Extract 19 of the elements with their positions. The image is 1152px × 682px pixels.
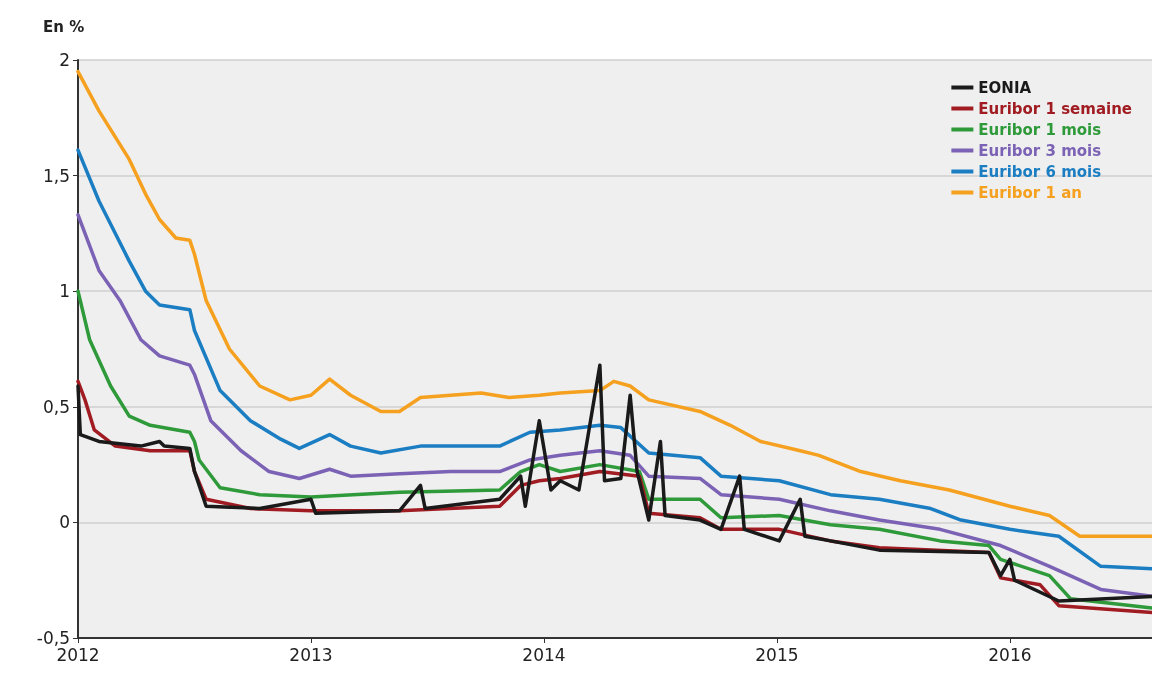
y-tick-label: 0 (59, 512, 70, 533)
line-series (76, 69, 1152, 539)
legend-label: Euribor 1 semaine (978, 99, 1133, 118)
y-tick-label: 0,5 (42, 396, 70, 417)
legend-label: Euribor 3 mois (978, 141, 1102, 160)
legend-label: Euribor 1 mois (978, 120, 1102, 139)
y-tick-label: 1 (59, 281, 70, 302)
legend-label: EONIA (978, 78, 1032, 97)
legend-label: Euribor 1 an (978, 183, 1082, 202)
x-tick-label: 2016 (988, 644, 1032, 665)
y-axis-title: En % (43, 17, 85, 36)
line-series (76, 289, 1152, 610)
y-tick-label: 1,5 (42, 165, 70, 186)
y-tick-label: 2 (59, 50, 70, 70)
line-series (76, 213, 1152, 599)
legend-label: Euribor 6 mois (978, 162, 1102, 181)
x-tick-label: 2015 (755, 644, 799, 665)
x-tick-label: 2013 (289, 644, 333, 665)
x-tick-label: 2014 (522, 644, 566, 665)
